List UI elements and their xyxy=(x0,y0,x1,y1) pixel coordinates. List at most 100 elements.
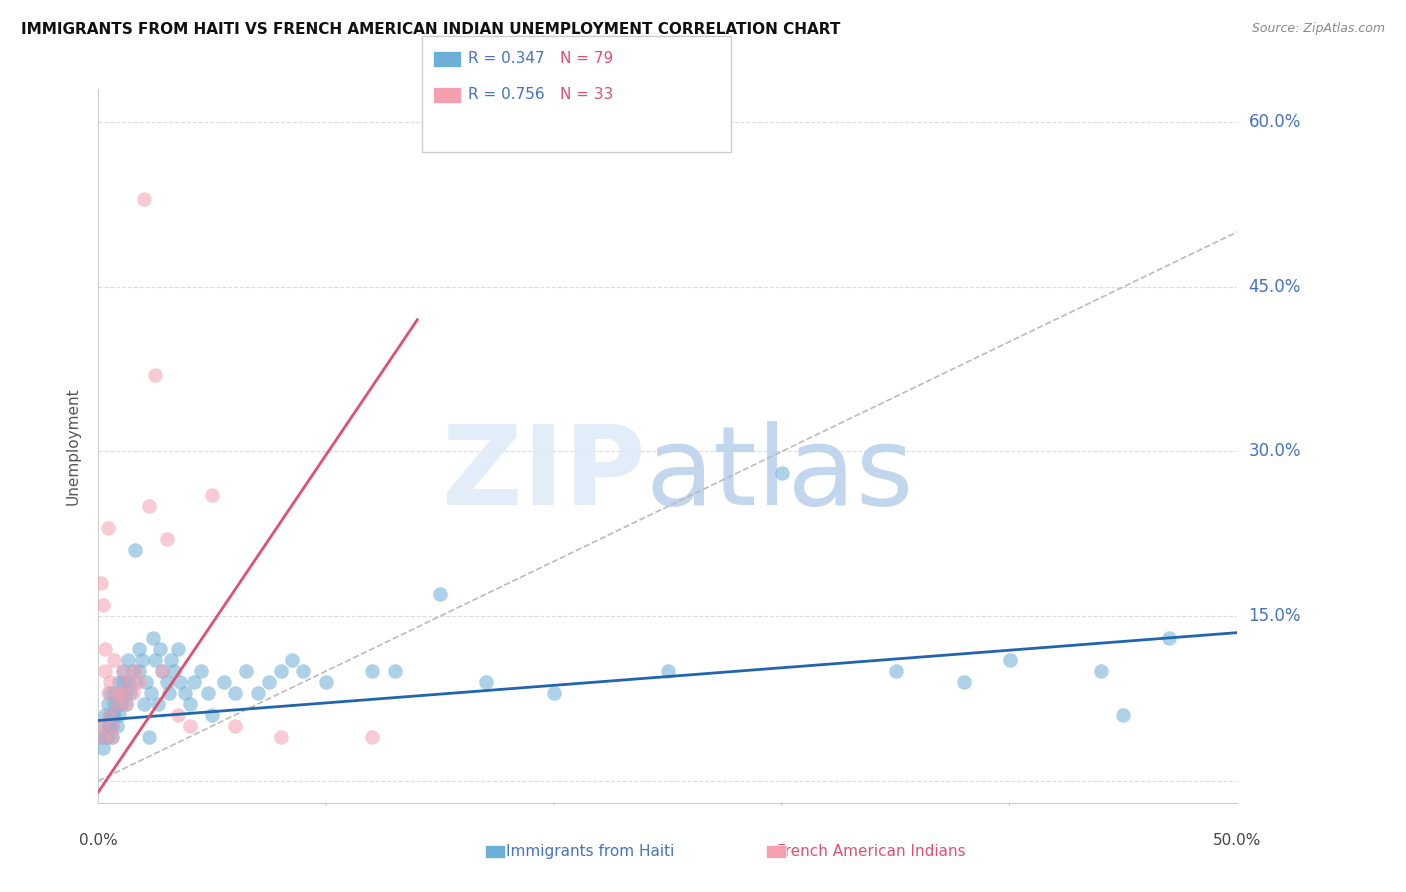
Point xyxy=(124,664,146,678)
Point xyxy=(156,533,179,547)
Point xyxy=(235,664,257,678)
Point xyxy=(101,719,124,733)
Point xyxy=(101,730,124,744)
Point xyxy=(110,686,132,700)
Text: 45.0%: 45.0% xyxy=(1249,277,1301,296)
Point xyxy=(212,675,235,690)
Point xyxy=(114,697,136,711)
Point xyxy=(128,664,150,678)
Point xyxy=(315,675,337,690)
Point xyxy=(259,675,281,690)
Point xyxy=(96,730,118,744)
Point xyxy=(98,719,121,733)
Point xyxy=(117,675,139,690)
Point xyxy=(131,653,153,667)
Text: 60.0%: 60.0% xyxy=(1249,113,1301,131)
Point xyxy=(103,697,125,711)
Point xyxy=(128,675,150,690)
Text: 15.0%: 15.0% xyxy=(1249,607,1301,625)
Point xyxy=(121,686,143,700)
Text: 50.0%: 50.0% xyxy=(1213,833,1261,848)
Point xyxy=(770,467,793,481)
Point xyxy=(1112,708,1135,723)
Point xyxy=(98,686,121,700)
Point xyxy=(94,708,117,723)
Point xyxy=(103,653,125,667)
Y-axis label: Unemployment: Unemployment xyxy=(65,387,80,505)
Point xyxy=(179,697,201,711)
Point xyxy=(98,708,121,723)
Point xyxy=(657,664,679,678)
Point xyxy=(114,697,136,711)
Text: Source: ZipAtlas.com: Source: ZipAtlas.com xyxy=(1251,22,1385,36)
Point xyxy=(121,664,143,678)
Text: ZIP: ZIP xyxy=(441,421,645,528)
Point xyxy=(142,631,165,645)
Point xyxy=(101,719,124,733)
Point xyxy=(190,664,212,678)
Point xyxy=(112,664,135,678)
Point xyxy=(124,543,146,558)
Point xyxy=(167,642,190,657)
Point xyxy=(138,500,160,514)
Point xyxy=(174,686,197,700)
Point xyxy=(270,664,292,678)
Point xyxy=(90,576,112,591)
Point xyxy=(160,653,183,667)
Point xyxy=(953,675,976,690)
Text: atlas: atlas xyxy=(645,421,914,528)
Point xyxy=(98,708,121,723)
Point xyxy=(162,664,184,678)
Point xyxy=(246,686,269,700)
Point xyxy=(132,192,155,206)
Point xyxy=(150,664,173,678)
Point xyxy=(105,719,128,733)
Text: IMMIGRANTS FROM HAITI VS FRENCH AMERICAN INDIAN UNEMPLOYMENT CORRELATION CHART: IMMIGRANTS FROM HAITI VS FRENCH AMERICAN… xyxy=(21,22,841,37)
Point xyxy=(145,653,167,667)
Point xyxy=(110,686,132,700)
Text: 0.0%: 0.0% xyxy=(79,833,118,848)
Point xyxy=(146,697,169,711)
Point xyxy=(112,675,135,690)
Point xyxy=(90,730,112,744)
Point xyxy=(94,730,117,744)
Point xyxy=(179,719,201,733)
Point xyxy=(384,664,406,678)
Point xyxy=(1157,631,1180,645)
Point xyxy=(281,653,304,667)
Point xyxy=(543,686,565,700)
Point xyxy=(169,675,191,690)
Point xyxy=(94,642,117,657)
Point xyxy=(132,697,155,711)
Text: Immigrants from Haiti: Immigrants from Haiti xyxy=(506,845,675,859)
Point xyxy=(201,708,224,723)
Point xyxy=(96,719,118,733)
Point xyxy=(139,686,162,700)
Point xyxy=(110,697,132,711)
Point xyxy=(108,708,131,723)
Point xyxy=(138,730,160,744)
Point xyxy=(91,719,114,733)
Point xyxy=(91,730,114,744)
Text: 30.0%: 30.0% xyxy=(1249,442,1301,460)
Text: R = 0.347: R = 0.347 xyxy=(468,52,544,66)
Point xyxy=(103,686,125,700)
Point xyxy=(150,664,173,678)
Point xyxy=(112,664,135,678)
Point xyxy=(360,664,382,678)
Text: French American Indians: French American Indians xyxy=(778,845,966,859)
Point xyxy=(998,653,1021,667)
Point xyxy=(108,675,131,690)
Point xyxy=(108,686,131,700)
Point xyxy=(124,675,146,690)
Point xyxy=(98,675,121,690)
Point xyxy=(429,587,451,601)
Point xyxy=(120,686,142,700)
Point xyxy=(884,664,907,678)
Point xyxy=(96,521,118,535)
Point xyxy=(96,697,118,711)
Point xyxy=(90,719,112,733)
Point xyxy=(145,368,167,382)
Point xyxy=(94,664,117,678)
Point xyxy=(114,686,136,700)
